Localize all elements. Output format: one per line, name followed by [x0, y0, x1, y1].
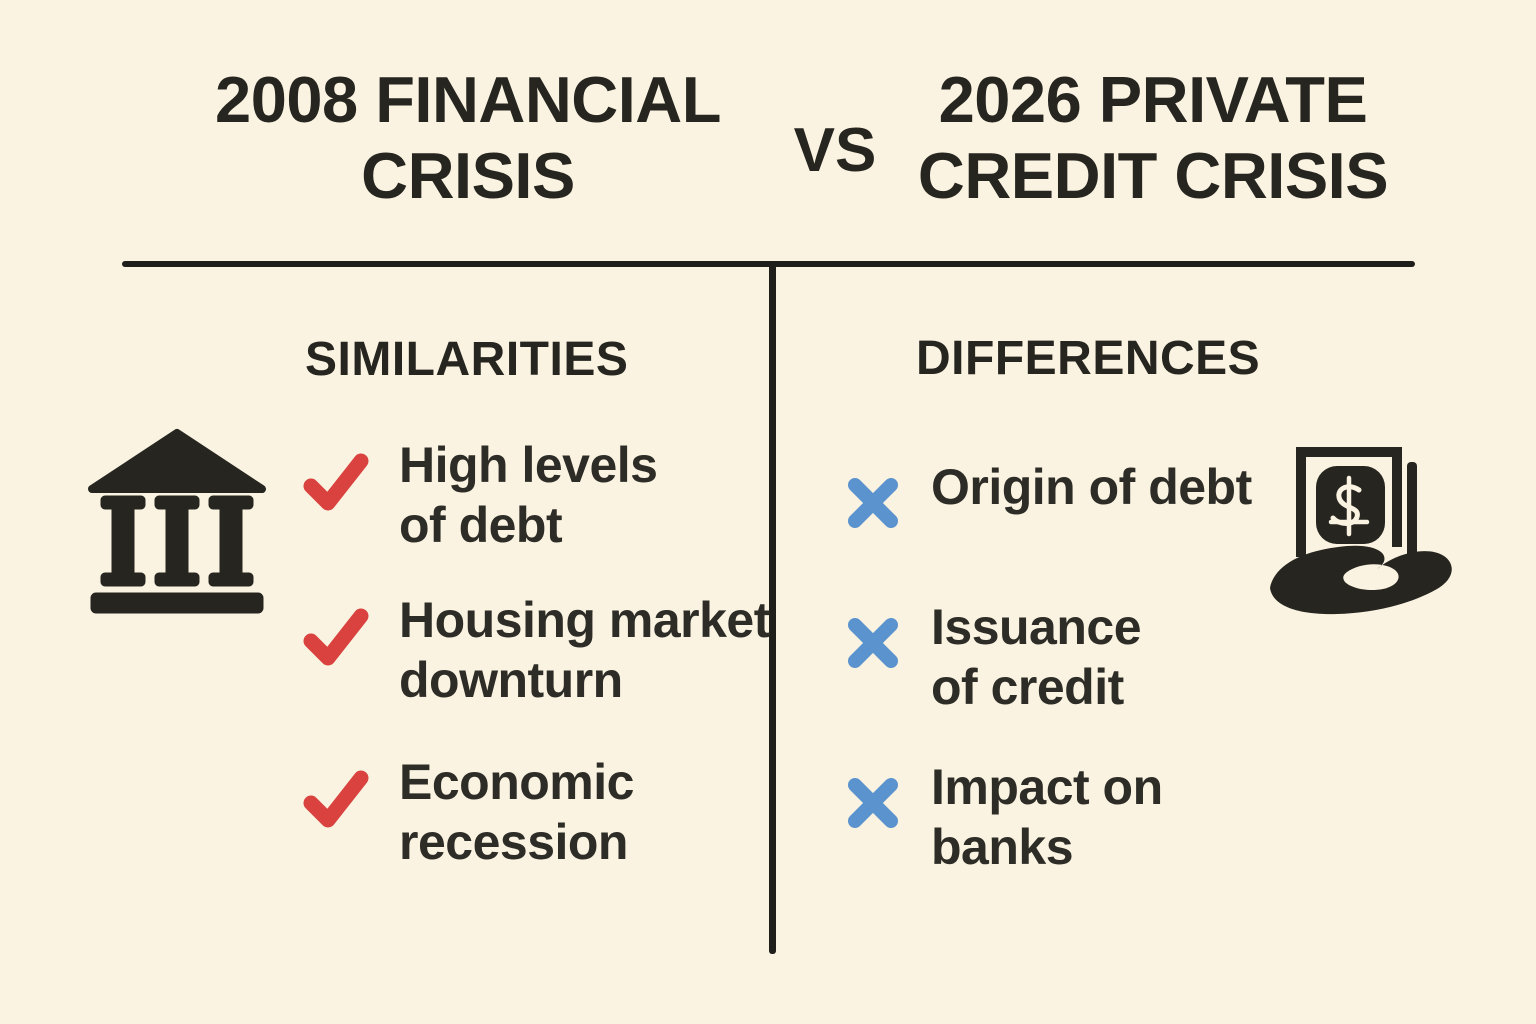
banknote-frame — [1296, 447, 1402, 557]
checkmark-icon — [303, 770, 369, 828]
bank-building-icon — [86, 428, 268, 621]
checkmark-icon — [303, 453, 369, 511]
hand-holding-money-icon — [1263, 438, 1455, 631]
list-item: High levels of debt — [303, 435, 658, 555]
item-text-line: High levels — [399, 437, 658, 493]
list-item: Impact on banks — [845, 757, 1163, 877]
vs-label: VS — [793, 116, 877, 185]
item-text-line: Economic — [399, 754, 634, 810]
item-text-line: recession — [399, 814, 628, 870]
left-title-line2: CRISIS — [361, 139, 575, 212]
differences-heading: DIFFERENCES — [916, 332, 1261, 385]
right-crisis-title: 2026 PRIVATE CREDIT CRISIS — [903, 62, 1403, 214]
right-title-line1: 2026 PRIVATE — [938, 63, 1368, 136]
cross-icon — [848, 618, 898, 668]
list-item: Housing market downturn — [303, 590, 770, 710]
dollar-symbol — [1328, 475, 1370, 537]
item-text-line: of credit — [931, 659, 1124, 715]
horizontal-divider — [122, 261, 1415, 267]
list-item: Issuance of credit — [845, 597, 1142, 717]
item-text-line: Housing market — [399, 592, 770, 648]
cross-icon — [848, 778, 898, 828]
list-item: Economic recession — [303, 752, 634, 872]
item-text-line: Origin of debt — [931, 459, 1252, 515]
left-title-line1: 2008 FINANCIAL — [215, 63, 721, 136]
similarities-heading: SIMILARITIES — [305, 333, 629, 386]
item-text-line: Impact on — [931, 759, 1163, 815]
left-crisis-title: 2008 FINANCIAL CRISIS — [118, 62, 818, 214]
cross-icon — [848, 478, 898, 528]
item-text-line: downturn — [399, 652, 623, 708]
item-text-line: of debt — [399, 497, 563, 553]
item-text-line: banks — [931, 819, 1074, 875]
list-item: Origin of debt — [845, 457, 1252, 531]
checkmark-icon — [303, 608, 369, 666]
vertical-divider — [769, 262, 776, 954]
right-title-line2: CREDIT CRISIS — [917, 139, 1389, 212]
item-text-line: Issuance — [931, 599, 1142, 655]
